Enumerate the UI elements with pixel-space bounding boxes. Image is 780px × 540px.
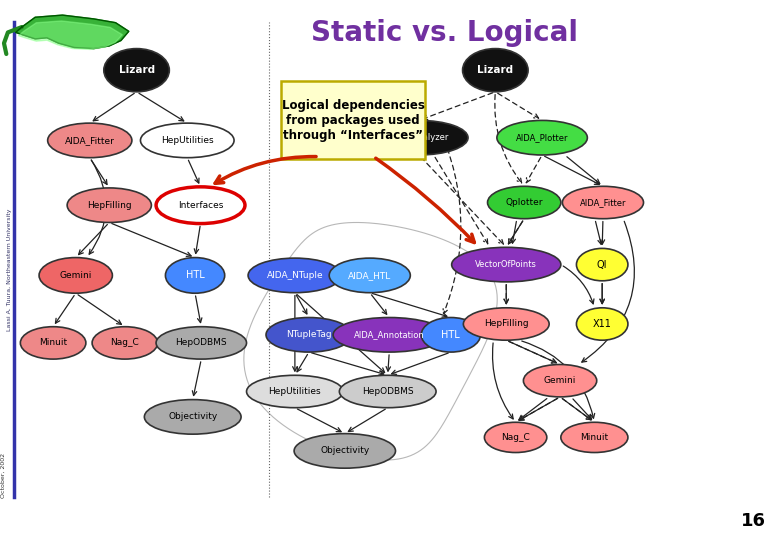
Ellipse shape [562,186,644,219]
Polygon shape [16,15,129,49]
Text: X11: X11 [593,319,612,329]
Text: AIDA_NTuple: AIDA_NTuple [267,271,323,280]
Text: Qplotter: Qplotter [505,198,543,207]
Text: AIDA_Annotation: AIDA_Annotation [354,330,424,339]
Ellipse shape [339,375,436,408]
Ellipse shape [576,248,628,281]
Ellipse shape [421,318,480,352]
Text: Logical dependencies
from packages used
through “Interfaces”: Logical dependencies from packages used … [282,99,424,141]
Ellipse shape [104,49,169,92]
Ellipse shape [561,422,628,453]
Ellipse shape [20,327,86,359]
Ellipse shape [67,188,151,222]
Ellipse shape [523,364,597,397]
Text: HepODBMS: HepODBMS [362,387,413,396]
Text: Minuit: Minuit [39,339,67,347]
Ellipse shape [484,422,547,453]
Text: Lassi A. Tuura, Northeastern University: Lassi A. Tuura, Northeastern University [7,209,12,331]
Ellipse shape [246,375,343,408]
Ellipse shape [463,49,528,92]
Text: Lizard: Lizard [119,65,154,75]
Ellipse shape [140,123,234,158]
Text: Gemini: Gemini [59,271,92,280]
Ellipse shape [92,327,158,359]
Text: Minuit: Minuit [580,433,608,442]
Ellipse shape [144,400,241,434]
Ellipse shape [294,434,395,468]
Text: NTupleTag: NTupleTag [286,330,332,339]
Ellipse shape [165,258,225,293]
Text: Gemini: Gemini [544,376,576,385]
Ellipse shape [463,308,549,340]
Ellipse shape [497,120,587,155]
Text: HTL: HTL [186,271,204,280]
Text: Lizard: Lizard [477,65,513,75]
Text: AIDA_Fitter: AIDA_Fitter [580,198,626,207]
Text: HepFilling: HepFilling [484,320,529,328]
Text: Objectivity: Objectivity [320,447,370,455]
Ellipse shape [370,120,468,155]
Text: QI: QI [597,260,608,269]
Ellipse shape [333,318,445,352]
Ellipse shape [39,258,112,293]
Text: AIDA_HTL: AIDA_HTL [348,271,392,280]
Text: HepFilling: HepFilling [87,201,132,210]
Ellipse shape [576,308,628,340]
Text: 16: 16 [741,512,766,530]
Text: Nag_C: Nag_C [502,433,530,442]
Text: Objectivity: Objectivity [168,413,218,421]
Text: HepUtilities: HepUtilities [161,136,214,145]
Ellipse shape [452,247,561,282]
Text: AIDA_Analyzer: AIDA_Analyzer [388,133,449,142]
Text: VectorOfPoints: VectorOfPoints [475,260,537,269]
Text: AIDA_Fitter: AIDA_Fitter [65,136,115,145]
Text: HepUtilities: HepUtilities [268,387,321,396]
Ellipse shape [266,318,352,352]
Ellipse shape [156,187,245,224]
Polygon shape [19,21,122,50]
Text: Interfaces: Interfaces [178,201,223,210]
Ellipse shape [329,258,410,293]
Text: AIDA_Plotter: AIDA_Plotter [516,133,569,142]
Ellipse shape [156,327,246,359]
Text: October, 2002: October, 2002 [1,453,5,498]
Ellipse shape [48,123,132,158]
Ellipse shape [248,258,342,293]
Text: Static vs. Logical: Static vs. Logical [311,19,578,47]
Ellipse shape [488,186,561,219]
Text: HTL: HTL [441,330,460,340]
Text: Nag_C: Nag_C [111,339,140,347]
Text: HepODBMS: HepODBMS [176,339,227,347]
FancyBboxPatch shape [281,81,425,159]
